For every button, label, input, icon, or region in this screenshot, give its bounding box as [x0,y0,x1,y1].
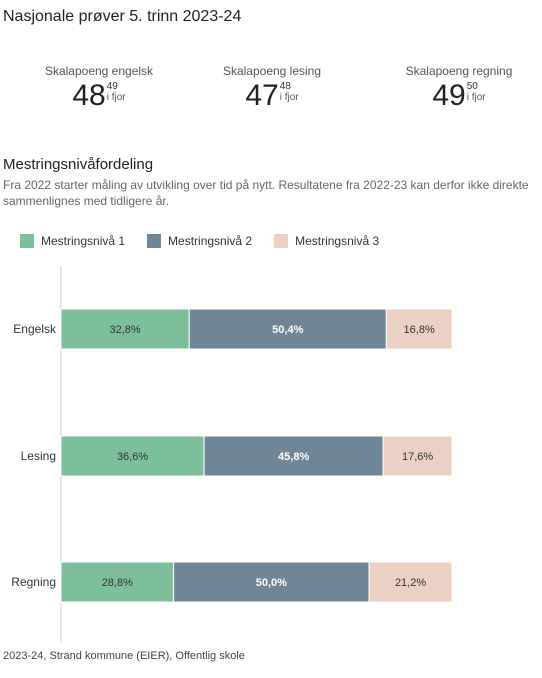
kpi-label: Skalapoeng engelsk [44,64,154,78]
kpi-previous-value: 49 [106,81,118,92]
kpi-reading: Skalapoeng lesing 47 48 i fjor [192,64,352,112]
page-title: Nasjonale prøver 5. trinn 2023-24 [3,8,242,25]
bar-value-label: 28,8% [102,577,133,589]
legend-item[interactable]: Mestringsnivå 1 [20,234,125,248]
bar-segment[interactable] [382,435,453,477]
bar-value-label: 32,8% [110,324,141,336]
bar-value-label: 45,8% [278,451,309,463]
kpi-previous-label: i fjor [106,92,126,103]
bar-segment[interactable] [368,561,453,603]
kpi-english: Skalapoeng engelsk 48 49 i fjor [19,64,179,112]
kpi-previous-label: i fjor [466,92,486,103]
bar-segment[interactable] [60,561,175,603]
category-label: Lesing [21,449,56,463]
section-title: Mestringsnivåfordeling [3,156,154,173]
category-label: Engelsk [13,322,57,336]
kpi-value: 48 [72,79,106,112]
bar-value-label: 36,6% [117,451,148,463]
kpi-previous-value: 48 [279,81,291,92]
bar-segment[interactable] [60,308,190,350]
kpi-value: 47 [245,79,279,112]
footer-caption: 2023-24, Strand kommune (EIER), Offentli… [3,650,245,662]
bar-value-label: 21,2% [395,577,426,589]
kpi-label: Skalapoeng lesing [222,64,322,78]
bar-segment[interactable] [173,561,370,603]
category-label: Regning [11,575,56,589]
kpi-math: Skalapoeng regning 49 50 i fjor [379,64,539,112]
section-note: Fra 2022 starter måling av utvikling ove… [3,178,529,208]
bar-value-label: 17,6% [402,451,433,463]
legend-label: Mestringsnivå 2 [168,234,253,248]
legend-swatch [274,234,289,248]
bar-segment[interactable] [60,435,205,477]
bar-segment[interactable] [385,308,453,350]
kpi-value: 49 [432,79,466,112]
kpi-label: Skalapoeng regning [405,64,513,78]
bar-value-label: 16,8% [404,324,435,336]
kpi-previous-value: 50 [466,81,478,92]
bar-value-label: 50,0% [256,577,287,589]
bar-value-label: 50,4% [272,324,303,336]
legend-label: Mestringsnivå 3 [295,234,380,248]
chart-legend: Mestringsnivå 1 Mestringsnivå 2 Mestring… [20,234,401,248]
legend-swatch [147,234,162,248]
bar-segment[interactable] [188,308,387,350]
legend-item[interactable]: Mestringsnivå 3 [274,234,379,248]
legend-label: Mestringsnivå 1 [41,234,126,248]
legend-swatch [20,234,34,248]
kpi-previous-label: i fjor [279,92,299,103]
bar-segment[interactable] [203,435,384,477]
legend-item[interactable]: Mestringsnivå 2 [147,234,252,248]
